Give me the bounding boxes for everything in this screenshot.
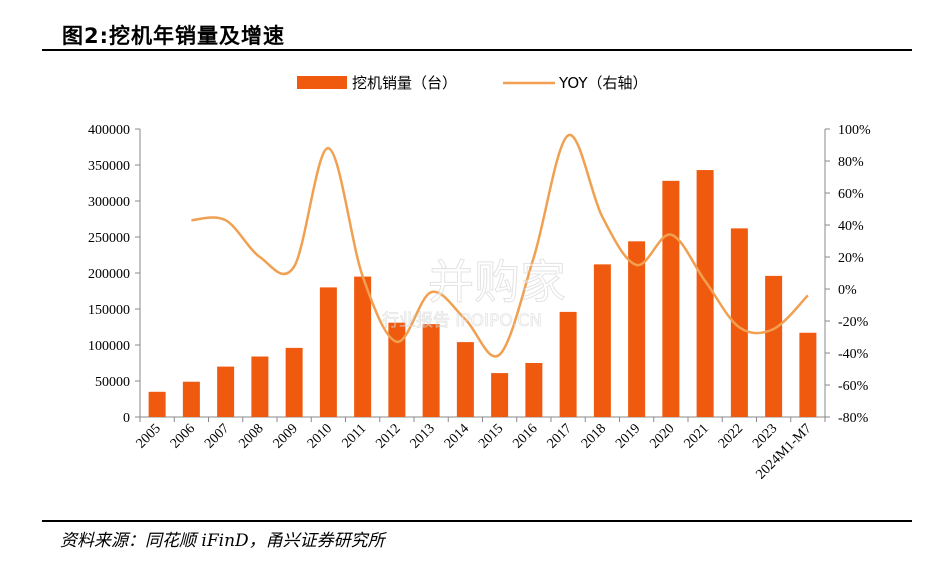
bar-2006 bbox=[182, 381, 200, 417]
right-tick-label: -20% bbox=[838, 315, 869, 330]
right-tick-label: 100% bbox=[838, 123, 871, 138]
right-tick-label: -40% bbox=[838, 347, 869, 362]
chart-canvas: 挖机销量（台） YOY（右轴） 0 50000 100000 150000 200000… bbox=[88, 74, 871, 482]
bar-2015 bbox=[491, 373, 509, 417]
x-tick-label: 2022 bbox=[716, 421, 746, 451]
watermark-main: 并购家 bbox=[428, 255, 566, 309]
source-note: 资料来源：同花顺 iFinD，甬兴证券研究所 bbox=[60, 531, 385, 551]
right-tick-label: -60% bbox=[838, 379, 869, 394]
left-tick-label: 250000 bbox=[88, 231, 130, 246]
bar-2012 bbox=[388, 322, 406, 417]
x-tick-label: 2015 bbox=[476, 421, 506, 451]
x-tick-label: 2023 bbox=[750, 421, 780, 451]
left-tick-label: 350000 bbox=[88, 159, 130, 174]
right-tick-label: 60% bbox=[838, 187, 864, 202]
x-tick-label: 2017 bbox=[545, 421, 575, 451]
right-tick-label: 0% bbox=[838, 283, 857, 298]
bar-2023 bbox=[765, 275, 783, 417]
left-tick-label: 200000 bbox=[88, 267, 130, 282]
bar-2011 bbox=[354, 276, 372, 417]
watermark-sub: 行业报告 IPOIPO.CN bbox=[382, 311, 542, 331]
x-tick-label: 2019 bbox=[613, 421, 643, 451]
x-tick-label: 2013 bbox=[408, 421, 438, 451]
right-tick-label: -80% bbox=[838, 411, 869, 426]
legend-line-label: YOY（右轴） bbox=[558, 74, 648, 92]
bar-2009 bbox=[285, 347, 303, 417]
bar-2010 bbox=[319, 287, 337, 417]
right-tick-label: 20% bbox=[838, 251, 864, 266]
left-tick-label: 50000 bbox=[95, 375, 130, 390]
left-tick-label: 150000 bbox=[88, 303, 130, 318]
left-tick-label: 0 bbox=[123, 411, 130, 426]
bar-2020 bbox=[662, 180, 680, 417]
bar-2024M1-M7 bbox=[799, 332, 817, 417]
bar-2014 bbox=[456, 342, 474, 417]
x-tick-label: 2012 bbox=[373, 421, 403, 451]
title-rule bbox=[42, 49, 912, 51]
legend-bar-swatch bbox=[297, 76, 347, 89]
right-tick-label: 40% bbox=[838, 219, 864, 234]
x-tick-label: 2008 bbox=[236, 421, 266, 451]
x-tick-label: 2016 bbox=[510, 421, 540, 451]
left-tick-label: 100000 bbox=[88, 339, 130, 354]
bar-2017 bbox=[559, 311, 577, 417]
bar-2016 bbox=[525, 363, 543, 417]
left-tick-label: 300000 bbox=[88, 195, 130, 210]
bar-2008 bbox=[251, 356, 269, 417]
bar-2005 bbox=[148, 391, 166, 417]
left-tick-label: 400000 bbox=[88, 123, 130, 138]
x-tick-label: 2007 bbox=[202, 421, 232, 451]
x-tick-label: 2005 bbox=[134, 421, 164, 451]
x-tick-label: 2006 bbox=[168, 421, 198, 451]
bar-2022 bbox=[730, 228, 748, 417]
bar-series bbox=[148, 170, 817, 417]
source-rule bbox=[42, 520, 912, 522]
x-tick-label: 2020 bbox=[647, 421, 677, 451]
x-tick-label: 2018 bbox=[579, 421, 609, 451]
bar-2018 bbox=[593, 264, 611, 417]
x-tick-label: 2021 bbox=[682, 421, 712, 451]
x-tick-label: 2010 bbox=[305, 421, 335, 451]
bar-2019 bbox=[628, 241, 646, 417]
figure-title: 图2:挖机年销量及增速 bbox=[62, 24, 286, 48]
x-tick-label: 2014 bbox=[442, 421, 472, 451]
x-tick-label: 2009 bbox=[271, 421, 301, 451]
yoy-line-series bbox=[191, 134, 809, 358]
watermark: 并购家 行业报告 IPOIPO.CN bbox=[382, 255, 567, 332]
bar-2007 bbox=[217, 366, 235, 417]
bar-2013 bbox=[422, 324, 440, 417]
legend-bar-label: 挖机销量（台） bbox=[352, 74, 457, 92]
right-tick-label: 80% bbox=[838, 155, 864, 170]
chart-legend: 挖机销量（台） YOY（右轴） bbox=[297, 74, 648, 92]
x-tick-label: 2011 bbox=[339, 421, 369, 451]
bar-2021 bbox=[696, 170, 714, 417]
